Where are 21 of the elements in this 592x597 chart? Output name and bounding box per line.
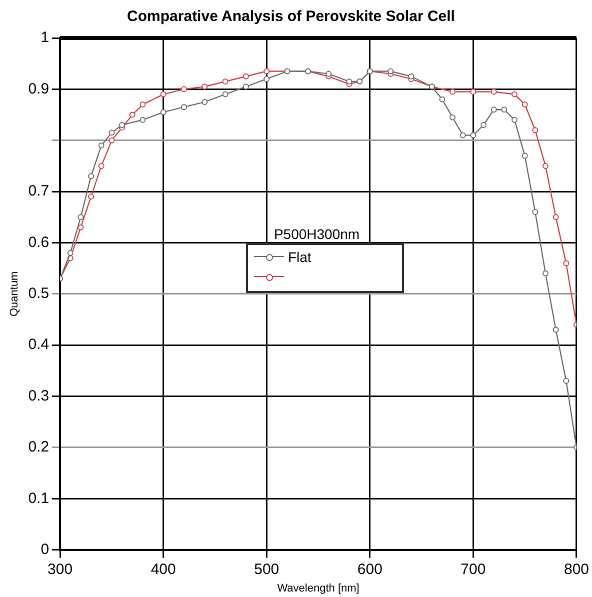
x-tick-label: 800 (564, 560, 589, 578)
x-tick-label: 700 (460, 560, 486, 578)
x-axis-title: Wavelength [nm] (277, 582, 360, 594)
x-tick-label: 400 (150, 560, 176, 578)
x-tick-label: 300 (48, 560, 73, 578)
chart-title: Comparative Analysis of Perovskite Solar Cell (127, 8, 455, 26)
y-tick-label: 0.6 (28, 234, 50, 251)
legend-label: Flat (288, 248, 312, 265)
y-tick-label: 0 (40, 540, 50, 558)
legend-title: P500H300nm (274, 226, 360, 242)
y-tick-label: 0.2 (28, 438, 50, 456)
y-tick-label: 1 (40, 29, 50, 46)
y-tick-label: 0.3 (28, 387, 50, 404)
x-tick-label: 500 (254, 560, 280, 578)
y-tick-label: 0.9 (28, 80, 50, 98)
y-tick-label: 0.5 (28, 285, 50, 302)
y-tick-label: 0.4 (28, 336, 50, 354)
x-tick-label: 600 (357, 560, 382, 578)
y-axis-title: Quantum (8, 271, 21, 317)
y-tick-label: 0.1 (28, 490, 50, 507)
y-tick-label: 0.7 (28, 182, 50, 200)
